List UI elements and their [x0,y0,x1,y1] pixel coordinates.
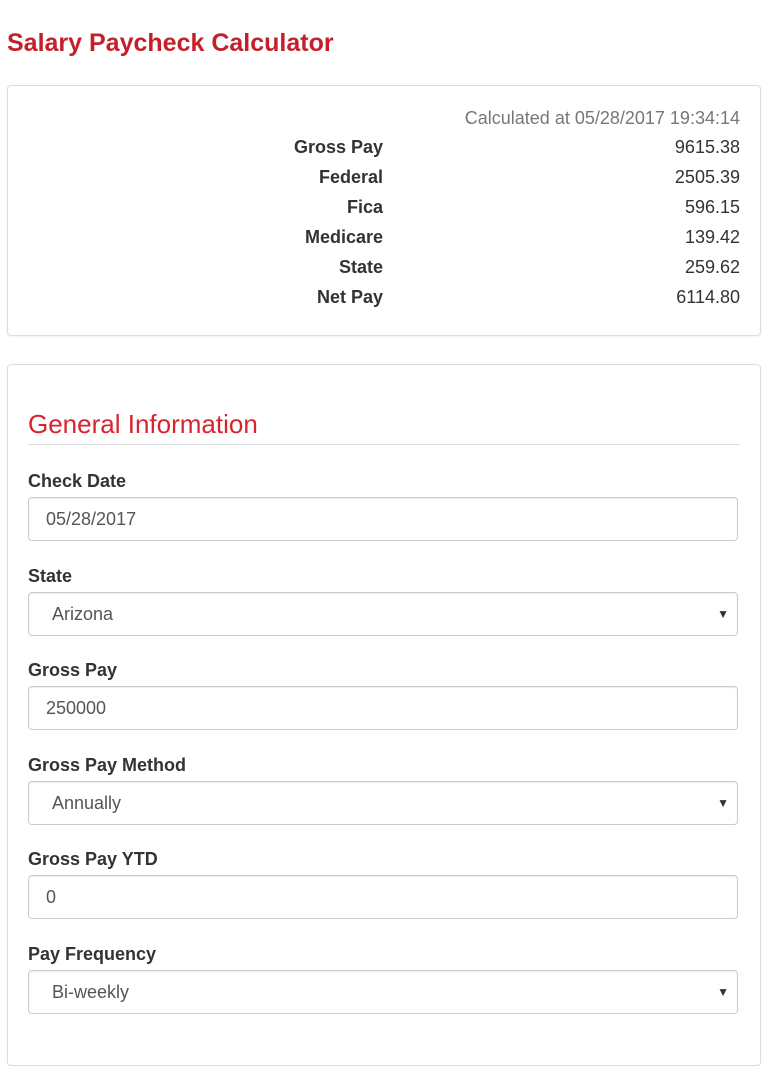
result-label: Federal [318,167,383,187]
result-label: Medicare [304,227,383,247]
gross-pay-label: Gross Pay [28,660,118,680]
result-value: 6114.80 [676,287,740,307]
gross-pay-ytd-input[interactable]: 0 [28,875,738,919]
page-title: Salary Paycheck Calculator [7,29,334,57]
check-date-input[interactable]: 05/28/2017 [28,497,738,541]
result-row: Net Pay 6114.80 [8,282,760,312]
general-information-panel: General Information Check Date 05/28/2017… [7,364,761,1066]
field-value: 250000 [46,698,107,718]
result-row: Gross Pay 9615.38 [8,132,760,162]
calculated-at: Calculated at 05/28/2017 19:34:14 [464,108,740,128]
check-date-label: Check Date [28,471,127,491]
field-value: Bi-weekly [52,981,130,1002]
gross-pay-method-select[interactable]: Annually ▼ [28,780,738,825]
result-value: 596.15 [684,197,740,217]
result-row: Medicare 139.42 [8,222,760,252]
field-value: Arizona [52,603,114,624]
result-value: 259.62 [684,257,740,277]
result-label: Gross Pay [293,137,383,157]
result-label: Net Pay [316,287,383,307]
pay-frequency-select[interactable]: Bi-weekly ▼ [28,969,738,1014]
section-title: General Information [28,409,258,439]
results-panel: Calculated at 05/28/2017 19:34:14 Gross … [7,85,761,336]
gross-pay-method-label: Gross Pay Method [28,754,187,775]
state-label: State [28,565,73,586]
gross-pay-ytd-label: Gross Pay YTD [28,849,158,869]
field-value: 0 [46,887,57,907]
section-divider [28,444,740,445]
chevron-down-icon: ▼ [717,606,729,621]
result-label: State [338,257,383,277]
result-row: Fica 596.15 [8,192,760,222]
state-select[interactable]: Arizona ▼ [28,591,738,636]
result-row: Federal 2505.39 [8,162,760,192]
field-value: Annually [52,792,122,813]
field-value: 05/28/2017 [46,509,137,529]
result-value: 139.42 [684,227,740,247]
result-row: State 259.62 [8,252,760,282]
chevron-down-icon: ▼ [717,984,729,999]
result-value: 2505.39 [674,167,740,187]
result-value: 9615.38 [674,137,740,157]
result-label: Fica [346,197,383,217]
chevron-down-icon: ▼ [717,795,729,810]
gross-pay-input[interactable]: 250000 [28,686,738,730]
pay-frequency-label: Pay Frequency [28,943,157,964]
